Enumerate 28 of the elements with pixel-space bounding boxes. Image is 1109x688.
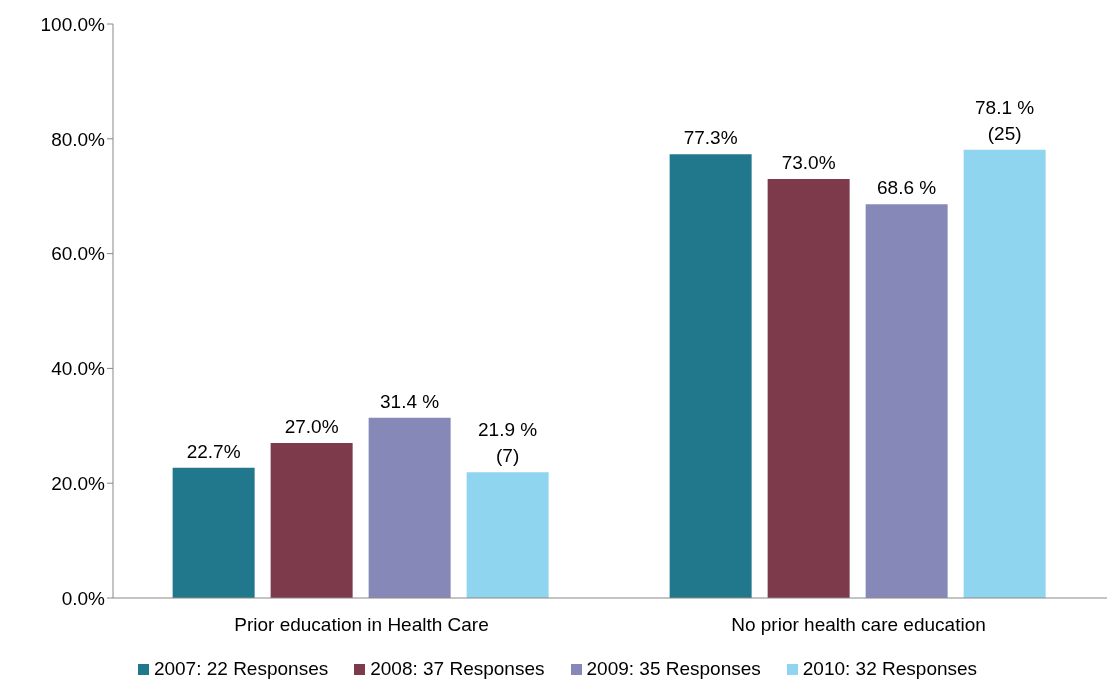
legend-label: 2007: 22 Responses	[153, 658, 329, 680]
bar	[865, 204, 948, 598]
y-tick-label: 0.0%	[61, 587, 106, 609]
y-tick-label: 100.0%	[40, 13, 106, 35]
x-tick-label: No prior health care education	[731, 614, 986, 636]
bar	[767, 178, 850, 598]
bar	[963, 149, 1046, 598]
data-label: 21.9 % (7)	[478, 419, 538, 467]
legend-label: 2009: 35 Responses	[586, 658, 761, 680]
data-label: 68.6 %	[877, 177, 937, 199]
legend-label: 2010: 32 Responses	[802, 658, 978, 680]
data-label: 31.4 %	[380, 390, 440, 412]
legend-label: 2008: 37 Responses	[370, 658, 545, 680]
bar	[172, 467, 255, 598]
x-tick-label: Prior education in Health Care	[234, 614, 489, 636]
y-tick-label: 60.0%	[51, 243, 106, 265]
bar	[368, 417, 451, 598]
y-tick-label: 20.0%	[51, 472, 106, 494]
bar	[270, 443, 353, 598]
data-label: 73.0%	[781, 151, 836, 173]
data-label: 78.1 % (25)	[975, 96, 1035, 144]
y-tick-label: 40.0%	[51, 358, 106, 380]
data-label: 22.7%	[186, 440, 241, 462]
bar	[669, 154, 752, 598]
data-label: 27.0%	[284, 416, 339, 438]
y-tick-label: 80.0%	[51, 128, 106, 150]
bar	[466, 472, 549, 598]
data-label: 77.3%	[683, 127, 738, 149]
